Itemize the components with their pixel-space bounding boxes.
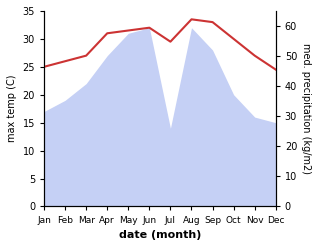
Y-axis label: max temp (C): max temp (C): [7, 75, 17, 143]
X-axis label: date (month): date (month): [119, 230, 201, 240]
Y-axis label: med. precipitation (kg/m2): med. precipitation (kg/m2): [301, 43, 311, 174]
